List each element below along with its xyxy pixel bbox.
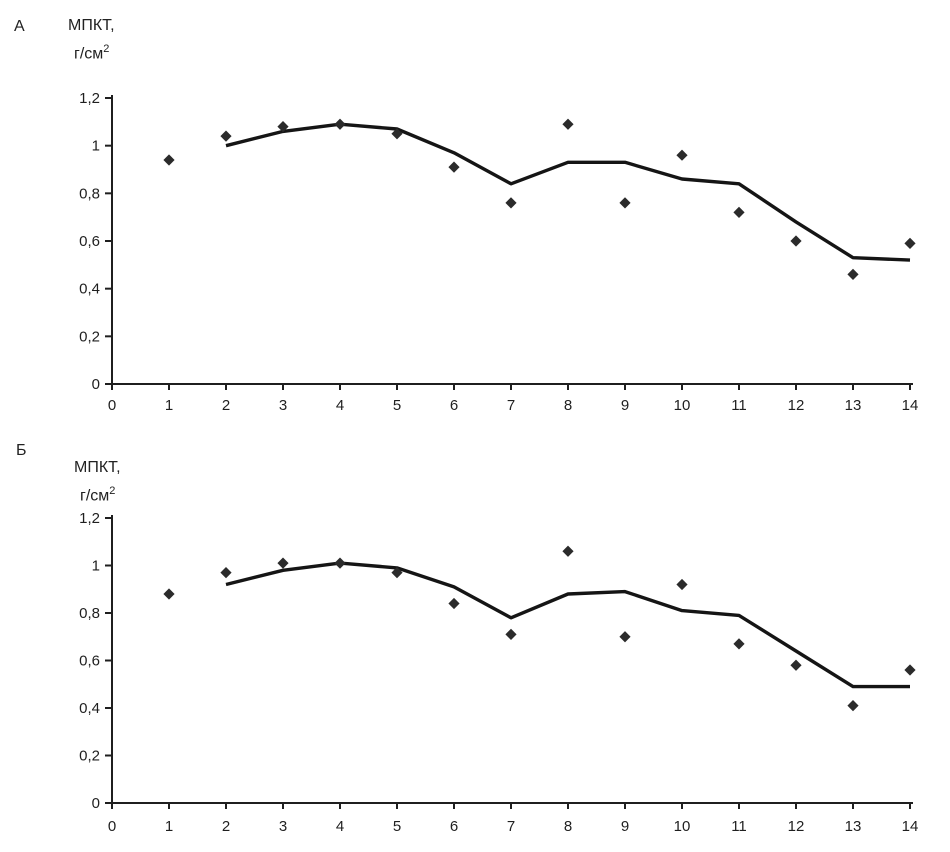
panel-b-y-axis-title: МПКТ, г/см2 [74, 458, 121, 506]
x-axis-tick-label: 2 [222, 818, 230, 835]
trend-line [225, 122, 911, 262]
y-axis-tick-label: 1,2 [79, 90, 100, 107]
x-axis-tick-label: 7 [507, 818, 515, 835]
y-axis-tick-label: 0,8 [79, 185, 100, 202]
data-point-diamond [562, 545, 574, 557]
y-axis-tick-label: 1 [92, 558, 100, 575]
x-axis-tick-label: 5 [393, 818, 401, 835]
data-point-diamond [334, 557, 346, 569]
x-axis-tick-label: 12 [788, 397, 805, 414]
trend-line [225, 561, 910, 689]
y-axis-tick-label: 1,2 [79, 510, 100, 527]
x-axis-tick-label: 10 [674, 397, 691, 414]
x-axis-tick-label: 1 [165, 397, 173, 414]
data-point-diamond [676, 149, 688, 161]
y-axis-tick-label: 0,8 [79, 605, 100, 622]
x-axis-tick-label: 10 [674, 818, 691, 835]
x-axis-tick-label: 3 [279, 818, 287, 835]
y-axis-tick-label: 0,4 [79, 281, 100, 298]
data-point-diamond [334, 118, 346, 130]
y-axis-title-line2: г/см2 [74, 43, 110, 63]
data-point-diamond [277, 557, 289, 569]
data-point-diamond [733, 638, 745, 650]
data-point-diamond [505, 197, 517, 209]
data-point-diamond [619, 631, 631, 643]
data-point-diamond [619, 197, 631, 209]
x-axis-tick-label: 7 [507, 397, 515, 414]
y-axis-unit-superscript: 2 [103, 43, 110, 55]
data-point-diamond [277, 121, 289, 133]
data-point-diamond [790, 235, 802, 247]
data-point-diamond [847, 700, 859, 712]
data-point-diamond [847, 268, 859, 280]
x-axis-tick-label: 5 [393, 397, 401, 414]
x-axis-tick-label: 0 [108, 397, 116, 414]
data-point-diamond [163, 154, 175, 166]
x-axis-tick-label: 12 [788, 818, 805, 835]
x-axis-tick-label: 11 [731, 818, 747, 835]
data-point-diamond [391, 128, 403, 140]
data-point-diamond [790, 659, 802, 671]
y-axis-tick-label: 0,4 [79, 700, 100, 717]
data-point-diamond [220, 130, 232, 142]
x-axis-tick-label: 14 [902, 397, 919, 414]
panel-a-y-axis-title: МПКТ, г/см2 [68, 16, 115, 64]
y-axis-title-line1: МПКТ, [68, 17, 115, 34]
data-point-diamond [904, 664, 916, 676]
data-point-diamond [505, 628, 517, 640]
x-axis-tick-label: 8 [564, 397, 572, 414]
data-point-diamond [448, 161, 460, 173]
panel-b-label: Б [16, 442, 27, 459]
y-axis-tick-label: 0,2 [79, 748, 100, 765]
y-axis-tick-label: 0 [92, 795, 100, 812]
x-axis-tick-label: 6 [450, 818, 458, 835]
chart-panel-b: Б МПКТ, г/см2 0 0,2 0,4 0,6 0,8 1 1,2 0 1 2 3 4 5 6 7 8… [0, 430, 950, 852]
data-point-diamond [733, 206, 745, 218]
y-axis-tick-label: 1 [92, 138, 100, 155]
chart-panel-a: А МПКТ, г/см2 0 0,2 0,4 0,6 0,8 1 1,2 0 1 2 3 4 5 6 7 8… [14, 16, 919, 414]
y-axis-unit-superscript: 2 [109, 485, 116, 497]
x-axis-tick-label: 1 [165, 818, 173, 835]
data-point-diamond [391, 567, 403, 579]
x-axis-tick-label: 9 [621, 397, 629, 414]
x-axis-tick-label: 14 [902, 818, 919, 835]
data-point-diamond [676, 578, 688, 591]
panel-a-label: А [14, 18, 25, 35]
panel-b-plot: 00,20,40,60,811,20 1 2 3 4 5 6 7 8 9 10 11 12 13 14 [79, 510, 919, 835]
x-axis-tick-label: 3 [279, 397, 287, 414]
x-axis-tick-label: 4 [336, 397, 344, 414]
data-point-diamond [448, 597, 460, 610]
y-axis-tick-label: 0,6 [79, 653, 100, 670]
x-axis-tick-label: 2 [222, 397, 230, 414]
y-axis-tick-label: 0,2 [79, 328, 100, 345]
y-axis-tick-label: 0 [92, 376, 100, 393]
x-axis-tick-label: 4 [336, 818, 344, 835]
x-axis-tick-label: 9 [621, 818, 629, 835]
x-axis-tick-label: 13 [845, 397, 862, 414]
data-point-diamond [163, 588, 175, 600]
data-point-diamond [562, 118, 574, 130]
x-axis-tick-label: 11 [731, 397, 747, 414]
x-axis-tick-label: 8 [564, 818, 572, 835]
data-point-diamond [220, 567, 232, 579]
x-axis-tick-label: 0 [108, 818, 116, 835]
panel-a-plot: 00,20,40,60,811,20 1 2 3 4 5 6 7 8 9 10 11 12 13 14 [79, 90, 919, 414]
y-axis-tick-label: 0,6 [79, 233, 100, 250]
x-axis-tick-label: 13 [845, 818, 862, 835]
y-axis-title-line2: г/см2 [80, 485, 116, 505]
data-point-diamond [904, 237, 916, 249]
x-axis-tick-label: 6 [450, 397, 458, 414]
y-axis-title-line1: МПКТ, [74, 459, 121, 476]
